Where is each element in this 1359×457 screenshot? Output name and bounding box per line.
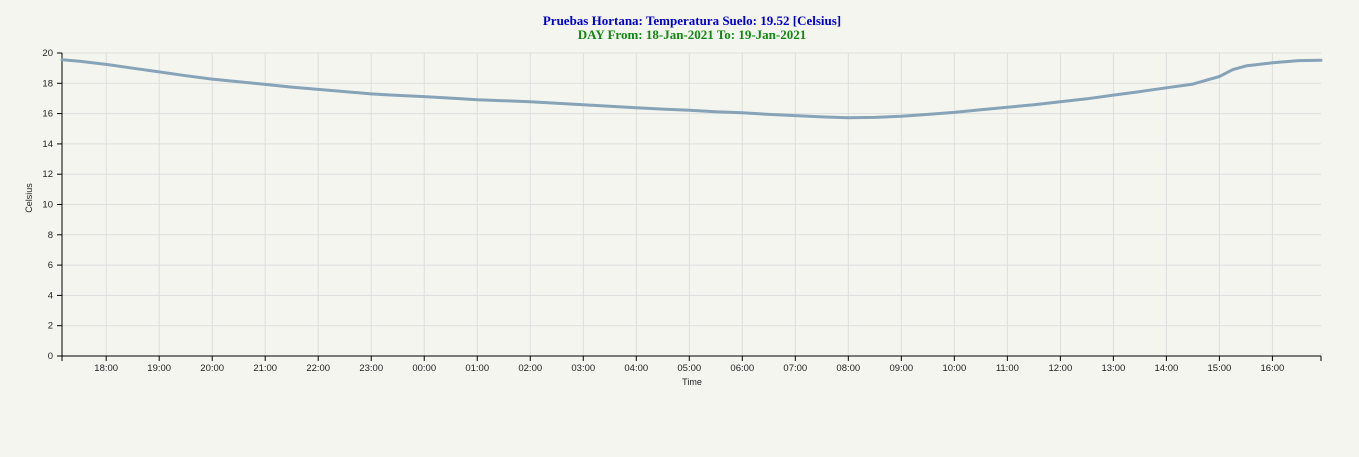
- x-tick-label: 18:00: [94, 363, 118, 374]
- y-tick-label: 8: [48, 230, 53, 241]
- series-layer: [60, 58, 1323, 120]
- x-tick-label: 21:00: [253, 363, 277, 374]
- x-tick-label: 03:00: [571, 363, 595, 374]
- y-tick-label: 0: [48, 351, 53, 362]
- x-tick-label: 07:00: [783, 363, 807, 374]
- x-tick-label: 00:00: [412, 363, 436, 374]
- x-tick-label: 15:00: [1208, 363, 1232, 374]
- x-tick-label: 01:00: [465, 363, 489, 374]
- series-line: [60, 58, 1323, 120]
- y-tick-label: 18: [42, 78, 53, 89]
- x-tick-label: 19:00: [147, 363, 171, 374]
- x-axis: 18:00 19:00 20:00 21:00 22:00 23:00 00:00 01:00…: [61, 355, 1322, 374]
- chart-subtitle: DAY From: 18-Jan-2021 To: 19-Jan-2021: [578, 27, 806, 42]
- grid-lines: [62, 52, 1321, 357]
- y-tick-label: 4: [48, 290, 53, 301]
- x-axis-label: Time: [682, 377, 702, 387]
- x-tick-label: 20:00: [200, 363, 224, 374]
- x-tick-label: 12:00: [1048, 363, 1072, 374]
- x-tick-label: 06:00: [730, 363, 754, 374]
- y-tick-label: 16: [42, 109, 53, 120]
- x-tick-label: 13:00: [1101, 363, 1125, 374]
- x-tick-label: 22:00: [306, 363, 330, 374]
- x-tick-label: 23:00: [359, 363, 383, 374]
- x-tick-label: 11:00: [996, 363, 1019, 374]
- x-tick-label: 10:00: [942, 363, 966, 374]
- x-tick-label: 05:00: [677, 363, 701, 374]
- y-tick-label: 6: [48, 260, 53, 271]
- x-tick-label: 08:00: [836, 363, 860, 374]
- x-tick-label: 16:00: [1261, 363, 1285, 374]
- chart-title: Pruebas Hortana: Temperatura Suelo: 19.5…: [543, 13, 841, 28]
- y-axis-label: Celsius: [24, 183, 34, 213]
- y-tick-label: 10: [42, 200, 53, 211]
- y-tick-label: 14: [42, 139, 53, 150]
- y-tick-label: 12: [42, 169, 53, 180]
- x-tick-label: 09:00: [889, 363, 913, 374]
- x-tick-label: 14:00: [1154, 363, 1178, 374]
- y-tick-label: 2: [48, 321, 53, 332]
- x-tick-label: 02:00: [518, 363, 542, 374]
- x-tick-label: 04:00: [624, 363, 648, 374]
- y-tick-label: 20: [42, 48, 53, 59]
- y-axis: 0 2 4 6 8 10 12 14 16 18 20: [42, 48, 63, 362]
